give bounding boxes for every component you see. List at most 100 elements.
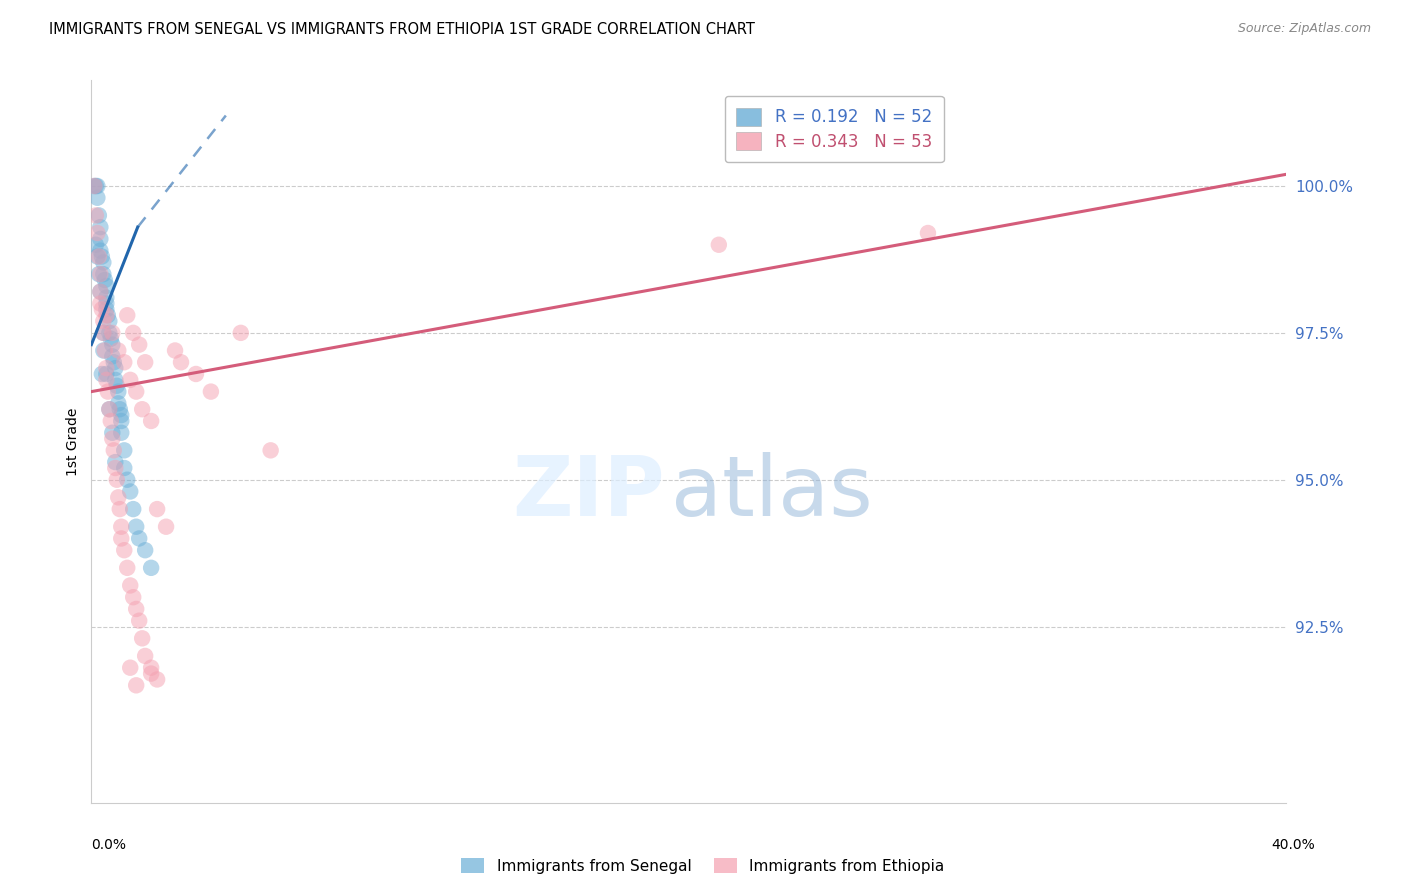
Point xyxy=(89,232,111,246)
Legend: R = 0.192   N = 52, R = 0.343   N = 53: R = 0.192 N = 52, R = 0.343 N = 53 xyxy=(724,95,943,162)
Text: IMMIGRANTS FROM SENEGAL VS IMMIGRANTS FROM ETHIOPIA 1ST GRADE CORRELATION CHART: IMMIGRANTS FROM SENEGAL VS IMMIGRANTS FR… xyxy=(49,22,755,37)
Point xyxy=(105,473,128,487)
Point xyxy=(96,367,118,381)
Point xyxy=(131,632,153,646)
Point xyxy=(93,326,115,340)
Point xyxy=(97,384,120,399)
Point xyxy=(93,343,115,358)
Point xyxy=(108,502,131,516)
Point xyxy=(128,337,150,351)
Point xyxy=(110,414,132,428)
Point xyxy=(107,491,129,505)
Point xyxy=(917,226,939,240)
Point xyxy=(93,255,115,269)
Point xyxy=(128,532,150,546)
Point xyxy=(96,308,118,322)
Point xyxy=(107,343,129,358)
Y-axis label: 1st Grade: 1st Grade xyxy=(66,408,80,475)
Point xyxy=(229,326,252,340)
Point xyxy=(84,179,107,194)
Point xyxy=(112,443,135,458)
Point xyxy=(146,673,169,687)
Point xyxy=(155,519,177,533)
Point xyxy=(112,461,135,475)
Point xyxy=(112,543,135,558)
Point xyxy=(90,250,112,264)
Point xyxy=(98,402,121,417)
Point xyxy=(101,425,124,440)
Point xyxy=(90,367,112,381)
Point xyxy=(104,361,127,376)
Point xyxy=(96,278,118,293)
Point xyxy=(89,244,111,258)
Point xyxy=(93,326,115,340)
Point xyxy=(96,302,118,317)
Point xyxy=(86,191,108,205)
Point xyxy=(120,373,142,387)
Point xyxy=(120,661,142,675)
Point xyxy=(141,666,162,681)
Point xyxy=(89,267,111,281)
Point xyxy=(122,502,145,516)
Point xyxy=(104,461,127,475)
Point xyxy=(87,208,110,222)
Point xyxy=(125,519,148,533)
Point xyxy=(103,355,125,369)
Point xyxy=(104,455,127,469)
Point xyxy=(100,332,122,346)
Point xyxy=(128,614,150,628)
Point xyxy=(141,561,162,575)
Point xyxy=(112,355,135,369)
Point xyxy=(90,302,112,317)
Point xyxy=(125,384,148,399)
Point xyxy=(93,267,115,281)
Point xyxy=(163,343,186,358)
Point xyxy=(115,308,138,322)
Point xyxy=(707,237,730,252)
Point xyxy=(83,179,105,194)
Point xyxy=(97,308,120,322)
Text: Source: ZipAtlas.com: Source: ZipAtlas.com xyxy=(1237,22,1371,36)
Point xyxy=(98,326,121,340)
Point xyxy=(89,296,111,310)
Point xyxy=(134,543,156,558)
Point xyxy=(110,519,132,533)
Point xyxy=(94,343,117,358)
Point xyxy=(107,396,129,410)
Point xyxy=(105,378,128,392)
Point xyxy=(87,267,110,281)
Point xyxy=(98,314,121,328)
Point xyxy=(146,502,169,516)
Legend: Immigrants from Senegal, Immigrants from Ethiopia: Immigrants from Senegal, Immigrants from… xyxy=(456,852,950,880)
Point xyxy=(125,678,148,692)
Point xyxy=(89,285,111,299)
Point xyxy=(170,355,193,369)
Point xyxy=(93,314,115,328)
Point xyxy=(87,250,110,264)
Point xyxy=(101,350,124,364)
Point xyxy=(86,250,108,264)
Point xyxy=(110,425,132,440)
Point xyxy=(101,326,124,340)
Point xyxy=(84,208,107,222)
Point xyxy=(103,443,125,458)
Point xyxy=(110,408,132,422)
Point xyxy=(122,591,145,605)
Point xyxy=(100,414,122,428)
Point xyxy=(259,443,281,458)
Point xyxy=(96,373,118,387)
Point xyxy=(86,226,108,240)
Point xyxy=(104,373,127,387)
Point xyxy=(89,285,111,299)
Point xyxy=(108,402,131,417)
Point xyxy=(115,473,138,487)
Text: 0.0%: 0.0% xyxy=(91,838,127,852)
Point xyxy=(125,602,148,616)
Point xyxy=(107,384,129,399)
Point xyxy=(96,291,118,305)
Point xyxy=(115,561,138,575)
Point xyxy=(200,384,222,399)
Point xyxy=(141,414,162,428)
Text: ZIP: ZIP xyxy=(513,451,665,533)
Point xyxy=(131,402,153,417)
